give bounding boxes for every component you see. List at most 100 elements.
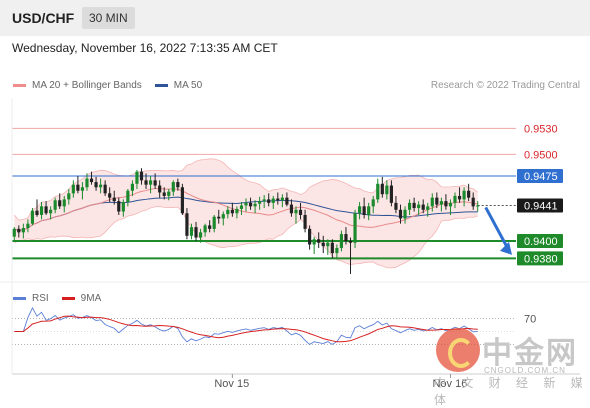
x-tick-label-Nov-15: Nov 15	[214, 378, 249, 390]
rsi-level-label-70: 70	[524, 314, 536, 326]
candle-body	[130, 183, 134, 191]
legend-label-ma50: MA 50	[173, 80, 203, 91]
candle-body	[71, 184, 75, 194]
candle-body	[362, 206, 366, 215]
candle-body	[126, 190, 130, 202]
x-tick-label-Nov-16: Nov 16	[432, 378, 467, 390]
candle-body	[348, 241, 353, 243]
candle-body	[303, 215, 307, 229]
candle-body	[226, 209, 230, 215]
candle-body	[358, 206, 362, 214]
level-label-0.9380: 0.9380	[524, 253, 558, 265]
candle-body	[353, 213, 357, 243]
candle-body	[121, 202, 125, 212]
rsi-9ma-line	[14, 315, 478, 343]
candle-body	[89, 178, 94, 183]
candle-body	[276, 198, 280, 201]
candle-body	[135, 171, 139, 184]
candle-body	[208, 225, 212, 229]
candle-body	[198, 232, 203, 238]
candle-body	[407, 202, 412, 210]
candle-body	[435, 197, 439, 205]
candle-body	[285, 197, 289, 205]
candle-body	[376, 183, 380, 200]
candle-body	[167, 191, 171, 196]
candle-body	[380, 183, 384, 195]
candle-body	[239, 205, 244, 209]
level-label-0.9530: 0.9530	[524, 123, 558, 135]
watermark: 中金网 CNGOLD.COM.CN 中 文 财 经 新 媒 体	[432, 326, 590, 407]
candle-body	[476, 205, 480, 207]
candle-body	[417, 204, 421, 209]
candle-body	[17, 228, 21, 233]
candle-body	[94, 182, 98, 188]
header-bar: USD/CHF 30 MIN	[0, 0, 590, 36]
candle-body	[44, 206, 48, 214]
candle-body	[99, 184, 103, 188]
level-label-0.9400: 0.9400	[524, 236, 558, 248]
legend-swatch-9ma	[61, 297, 75, 300]
candle-body	[453, 195, 457, 203]
candle-body	[339, 234, 344, 248]
candle-body	[53, 200, 57, 210]
candle-body	[457, 195, 462, 200]
candle-body	[421, 204, 425, 210]
legend-swatch-ma50	[154, 84, 168, 87]
candle-body	[298, 209, 303, 215]
candle-body	[80, 187, 85, 191]
candle-body	[412, 202, 416, 209]
watermark-sub: 中 文 财 经 新 媒 体	[434, 376, 589, 407]
candle-body	[389, 185, 393, 203]
legend-swatch-rsi	[13, 297, 26, 300]
candle-body	[144, 180, 148, 185]
candle-body	[326, 242, 330, 247]
candle-body	[26, 223, 30, 228]
candle-body	[430, 197, 434, 207]
candle-body	[176, 182, 180, 188]
candle-body	[262, 199, 266, 202]
rsi-line	[14, 306, 478, 345]
candle-body	[67, 193, 71, 200]
candle-body	[403, 209, 407, 219]
level-label-0.9500: 0.9500	[524, 149, 558, 161]
forecast-arrow-shaft	[484, 206, 510, 250]
candle-body	[439, 201, 443, 205]
candle-body	[189, 227, 194, 236]
candle-body	[203, 225, 207, 233]
candle-body	[35, 210, 39, 215]
watermark-en: CNGOLD.COM.CN	[484, 366, 566, 375]
candle-body	[248, 202, 253, 207]
watermark-logo-icon	[436, 328, 480, 372]
candle-body	[112, 197, 116, 202]
candle-body	[258, 201, 262, 204]
candle-body	[330, 242, 334, 254]
timeframe-button[interactable]: 30 MIN	[82, 7, 135, 29]
level-label-0.9475: 0.9475	[524, 171, 558, 183]
candle-body	[308, 228, 312, 245]
candle-body	[12, 228, 16, 237]
watermark-cn: 中金网	[482, 337, 578, 370]
candle-body	[367, 206, 371, 215]
forecast-arrow-head	[500, 241, 512, 255]
candle-body	[39, 206, 44, 215]
candle-body	[267, 199, 271, 203]
bollinger-lower	[14, 206, 478, 269]
candle-body	[221, 214, 225, 219]
candle-body	[344, 234, 348, 241]
level-label-box-0.9475	[517, 169, 563, 183]
legend-label-rsi: RSI	[32, 293, 49, 304]
bollinger-band	[14, 158, 478, 268]
candle-body	[467, 190, 471, 198]
candle-body	[371, 199, 375, 207]
credit-text: Research © 2022 Trading Central	[430, 80, 580, 91]
candle-body	[139, 171, 144, 181]
candle-body	[21, 228, 25, 233]
level-label-box-0.9530	[517, 121, 563, 136]
candle-body	[444, 201, 448, 207]
level-label-box-0.9500	[517, 147, 563, 162]
candle-body	[85, 178, 89, 188]
currency-pair: USD/CHF	[12, 10, 75, 26]
candle-body	[180, 187, 184, 214]
candle-body	[426, 206, 430, 210]
